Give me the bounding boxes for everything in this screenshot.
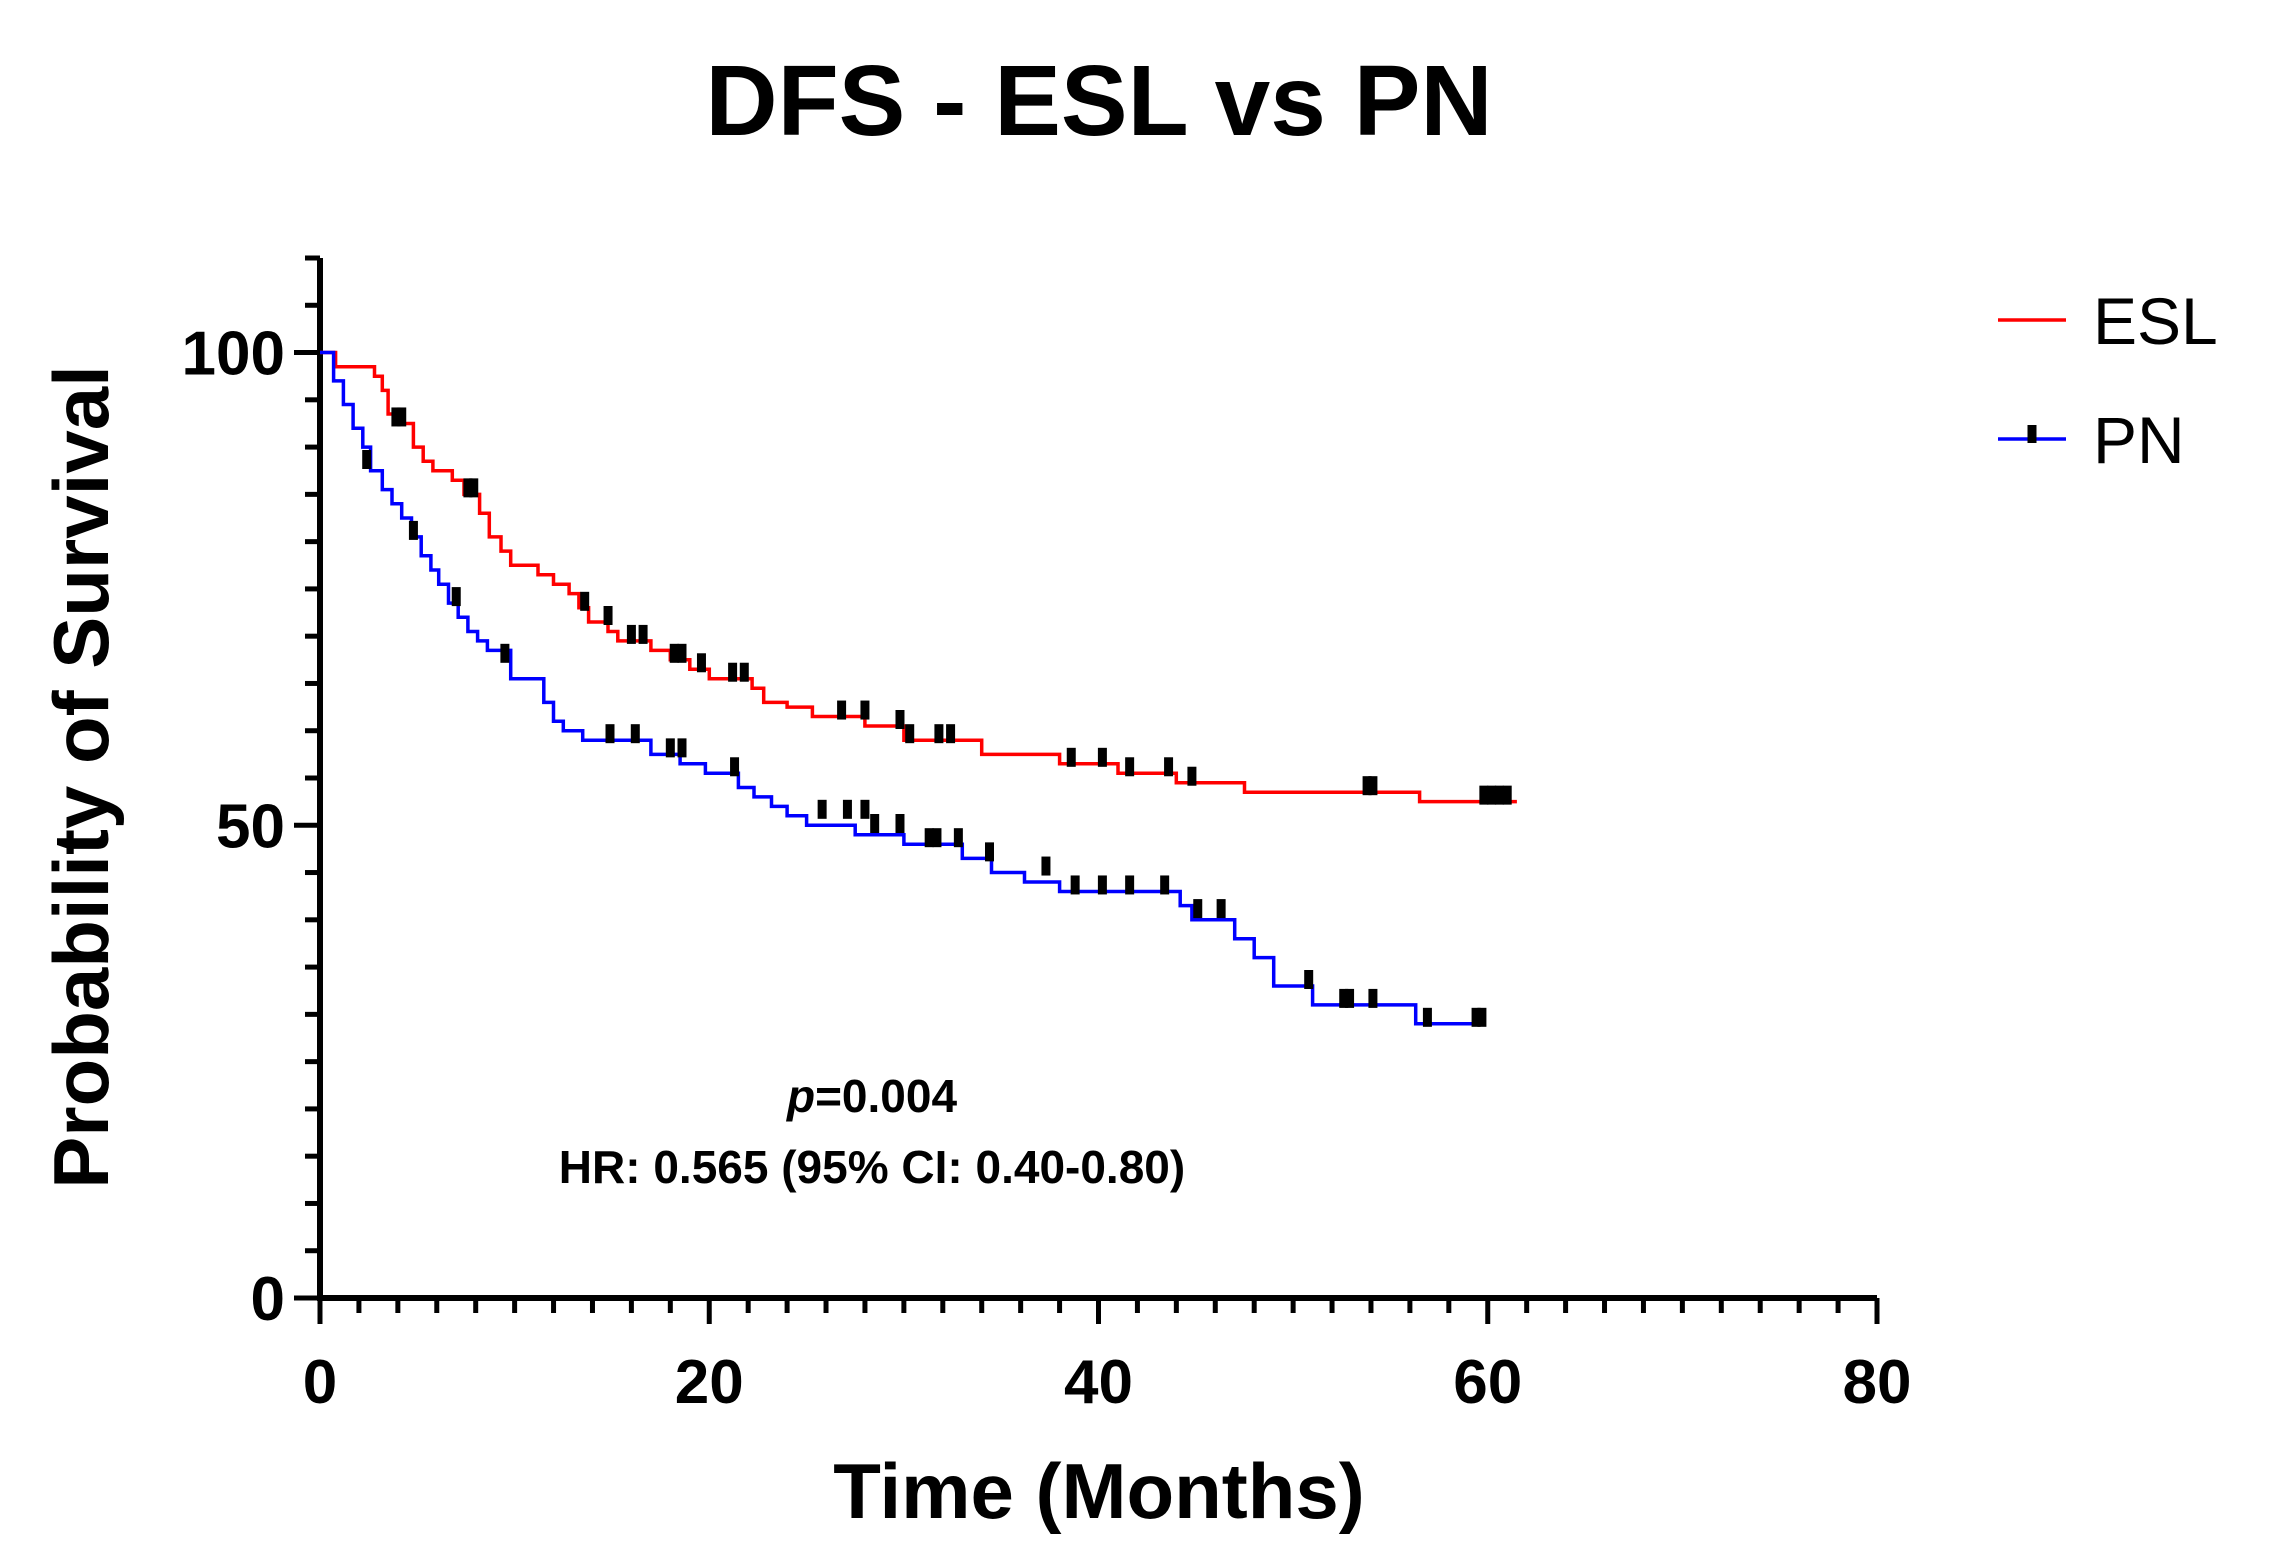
series-line-pn	[320, 350, 1484, 1026]
hazard-ratio-annotation: HR: 0.565 (95% CI: 0.40-0.80)	[559, 1141, 1185, 1193]
x-major-ticks: 0 20 40 60 80	[303, 1298, 1912, 1417]
chart-title: DFS - ESL vs PN	[705, 45, 1492, 157]
stats-annotation: p=0.004 HR: 0.565 (95% CI: 0.40-0.80)	[559, 1070, 1185, 1193]
legend-label-esl: ESL	[2093, 284, 2218, 358]
series-group	[320, 350, 1517, 1027]
y-minor-ticks	[305, 255, 320, 1254]
legend: ESL PN	[1998, 284, 2218, 477]
p-value-symbol: p	[785, 1070, 815, 1122]
series-line-esl	[320, 350, 1517, 804]
x-tick-label: 60	[1453, 1348, 1522, 1417]
x-axis-label: Time (Months)	[833, 1447, 1365, 1535]
legend-label-pn: PN	[2093, 403, 2185, 477]
series-esl	[320, 350, 1517, 805]
x-tick-label: 80	[1843, 1348, 1912, 1417]
x-tick-label: 40	[1064, 1348, 1133, 1417]
y-tick-label: 50	[216, 792, 285, 861]
x-minor-ticks	[356, 1298, 1841, 1313]
y-major-ticks: 0 50 100	[182, 320, 320, 1334]
p-value-annotation: p=0.004	[785, 1070, 958, 1122]
p-value-number: =0.004	[815, 1070, 957, 1122]
x-tick-label: 20	[675, 1348, 744, 1417]
y-axis-label: Probability of Survival	[37, 365, 125, 1189]
series-pn	[320, 350, 1487, 1027]
y-tick-label: 0	[251, 1265, 285, 1334]
x-tick-label: 0	[303, 1348, 337, 1417]
y-tick-label: 100	[182, 320, 285, 389]
